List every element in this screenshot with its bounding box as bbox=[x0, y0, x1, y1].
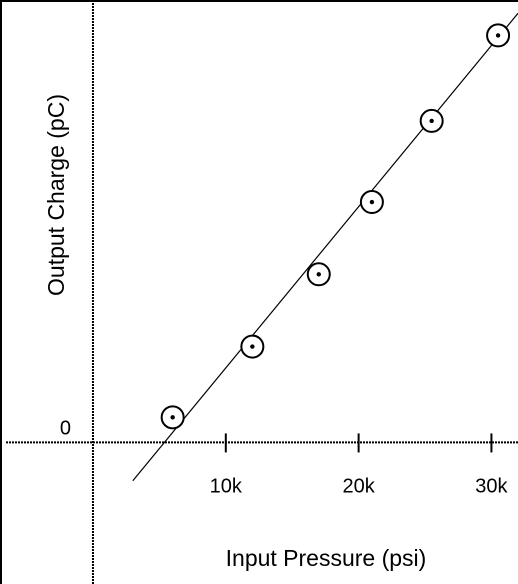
data-point bbox=[359, 190, 384, 215]
x-axis-title: Input Pressure (psi) bbox=[226, 545, 427, 571]
x-tick-label: 20k bbox=[342, 475, 375, 497]
data-point bbox=[486, 23, 511, 48]
fit-line bbox=[132, 12, 518, 482]
y-axis-title: Output Charge (pC) bbox=[43, 94, 69, 296]
x-tick-label: 30k bbox=[475, 475, 508, 497]
data-point-center bbox=[429, 118, 434, 124]
data-point-center bbox=[170, 415, 175, 420]
data-point bbox=[306, 262, 331, 287]
data-points bbox=[160, 23, 511, 430]
x-ticks: 10k 20k 30k bbox=[210, 433, 509, 497]
y-ticks: 0 bbox=[60, 417, 71, 439]
data-point-center bbox=[250, 344, 255, 349]
data-point bbox=[160, 405, 185, 430]
data-point bbox=[419, 108, 444, 133]
data-point-center bbox=[369, 199, 375, 205]
y-tick-label: 0 bbox=[60, 417, 71, 439]
data-point bbox=[240, 334, 265, 359]
data-point-center bbox=[495, 33, 501, 38]
x-tick-label: 10k bbox=[210, 475, 243, 497]
data-point-center bbox=[316, 272, 321, 277]
